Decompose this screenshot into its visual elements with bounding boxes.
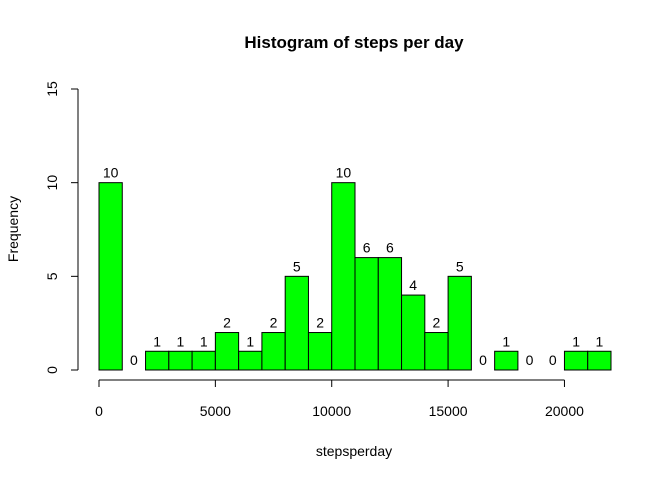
- bar-15: [447, 275, 472, 371]
- bar-13: [401, 294, 426, 371]
- x-tick-label-3: 15000: [429, 403, 468, 419]
- bar-label-1: 0: [130, 352, 138, 368]
- bar-12: [377, 257, 403, 371]
- x-tick-label-1: 5000: [200, 403, 231, 419]
- bar-2: [145, 350, 170, 371]
- bar-label-9: 2: [316, 315, 324, 331]
- bar-label-21: 1: [595, 333, 603, 349]
- bar-6: [238, 350, 263, 371]
- y-axis-label: Frequency: [5, 196, 21, 262]
- y-tick-label-0: 0: [44, 366, 60, 374]
- bar-label-19: 0: [549, 352, 557, 368]
- bar-label-8: 5: [293, 258, 301, 274]
- bar-label-14: 2: [433, 315, 441, 331]
- bar-label-13: 4: [409, 277, 417, 293]
- bar-11: [354, 257, 379, 371]
- bars-group: [98, 182, 612, 371]
- bar-label-11: 6: [363, 240, 371, 256]
- chart-title: Histogram of steps per day: [244, 33, 464, 52]
- bar-label-18: 0: [526, 352, 534, 368]
- y-tick-label-1: 5: [44, 272, 60, 280]
- bar-20: [563, 350, 589, 371]
- bar-label-15: 5: [456, 258, 464, 274]
- bar-21: [587, 350, 612, 371]
- bar-14: [424, 332, 449, 371]
- bar-0: [98, 182, 123, 371]
- y-tick-label-3: 15: [44, 81, 60, 97]
- bar-label-16: 0: [479, 352, 487, 368]
- bar-label-20: 1: [572, 333, 580, 349]
- bar-label-10: 10: [336, 165, 352, 181]
- bar-3: [168, 350, 193, 371]
- x-tick-label-4: 20000: [545, 403, 584, 419]
- bar-label-6: 1: [246, 333, 254, 349]
- bar-label-4: 1: [200, 333, 208, 349]
- bar-label-5: 2: [223, 315, 231, 331]
- bar-5: [214, 332, 240, 371]
- bar-label-0: 10: [103, 165, 119, 181]
- bar-label-2: 1: [153, 333, 161, 349]
- bar-8: [284, 275, 309, 371]
- x-axis-label: stepsperday: [316, 443, 392, 459]
- bar-17: [494, 350, 519, 371]
- bar-10: [331, 182, 356, 371]
- x-tick-label-0: 0: [95, 403, 103, 419]
- x-tick-label-2: 10000: [312, 403, 351, 419]
- bar-9: [307, 332, 333, 371]
- bar-label-17: 1: [502, 333, 510, 349]
- bar-7: [261, 332, 286, 371]
- bar-4: [191, 350, 216, 371]
- bar-label-12: 6: [386, 240, 394, 256]
- y-axis: 0 5 10 15: [44, 81, 79, 374]
- bar-label-7: 2: [270, 315, 278, 331]
- y-tick-label-2: 10: [44, 175, 60, 191]
- x-axis: 0 5000 10000 15000 20000: [95, 379, 584, 419]
- bar-label-3: 1: [177, 333, 185, 349]
